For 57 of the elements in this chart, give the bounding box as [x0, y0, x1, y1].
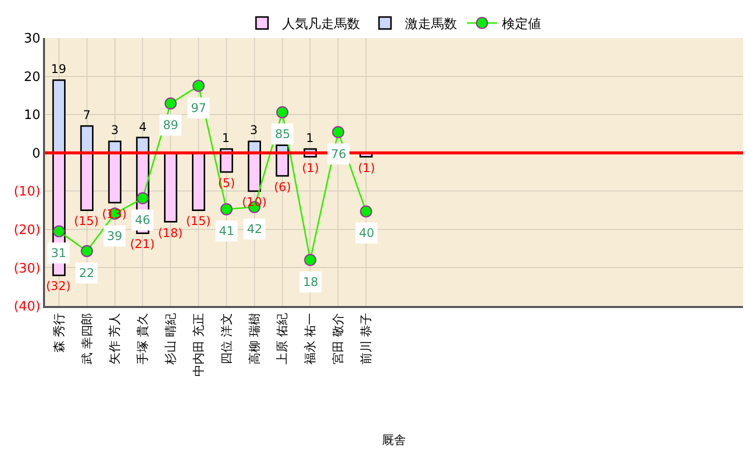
x-tick-label: 福永 祐一 [303, 312, 318, 365]
x-tick-label: 森 秀行 [52, 312, 66, 353]
y-tick-label: (10) [14, 184, 40, 200]
data-label: 1 [306, 131, 314, 145]
y-tick-label: 30 [24, 32, 40, 47]
data-label: 97 [191, 101, 206, 115]
x-tick-label: 上原 佑紀 [275, 312, 290, 365]
data-label: 19 [51, 62, 66, 76]
data-label: (32) [46, 279, 71, 293]
data-label: 89 [163, 118, 178, 132]
x-tick-label: 宮田 敬介 [331, 312, 346, 365]
y-tick-label: (40) [14, 300, 40, 315]
y-tick-label: (30) [14, 261, 40, 276]
data-label: 3 [111, 123, 119, 137]
bar [192, 152, 206, 212]
x-tick-label: 武 幸四郎 [80, 312, 94, 365]
data-label: 46 [135, 213, 150, 227]
legend-label: 激走馬数 [405, 17, 457, 32]
x-tick-label: 中内田 充正 [191, 312, 206, 377]
y-tick-label: 10 [24, 108, 40, 124]
data-label: 1 [222, 131, 230, 145]
data-label: (1) [302, 161, 319, 175]
legend-label: 人気凡走馬数 [282, 17, 360, 32]
x-tick-label: 前川 恭子 [358, 312, 373, 365]
bar [108, 152, 122, 204]
data-label: 7 [83, 108, 91, 122]
data-label: 41 [219, 224, 234, 238]
legend-label: 検定値 [502, 17, 541, 32]
data-label: (15) [186, 214, 211, 228]
bar [164, 152, 178, 223]
y-tick-label: (20) [14, 222, 40, 238]
data-label: 39 [107, 229, 122, 243]
x-tick-label: 高柳 瑞樹 [247, 312, 262, 365]
data-label: (15) [74, 214, 99, 228]
data-label: 3 [250, 123, 258, 137]
bar [248, 152, 262, 192]
data-label: 42 [247, 222, 262, 236]
data-label: 22 [79, 266, 94, 280]
x-tick-label: 矢作 芳人 [108, 312, 122, 365]
x-axis-title: 厩舎 [382, 433, 406, 448]
bar [80, 152, 94, 212]
data-label: (21) [130, 237, 155, 251]
y-tick-label: 20 [24, 70, 40, 85]
data-label: 4 [139, 120, 147, 134]
data-label: 76 [331, 147, 346, 161]
data-label: 40 [359, 226, 374, 240]
x-tick-label: 杉山 晴紀 [164, 312, 178, 366]
data-label: 18 [303, 275, 318, 289]
x-tick-label: 四位 洋文 [219, 312, 234, 365]
data-label: (18) [158, 226, 183, 240]
data-label: 85 [275, 127, 290, 141]
y-tick-label: 0 [32, 146, 40, 162]
x-tick-label: 手塚 貴久 [136, 312, 150, 365]
data-label: (1) [358, 161, 375, 175]
data-label: (6) [274, 180, 291, 194]
bar [276, 152, 289, 177]
data-label: 31 [51, 246, 66, 260]
